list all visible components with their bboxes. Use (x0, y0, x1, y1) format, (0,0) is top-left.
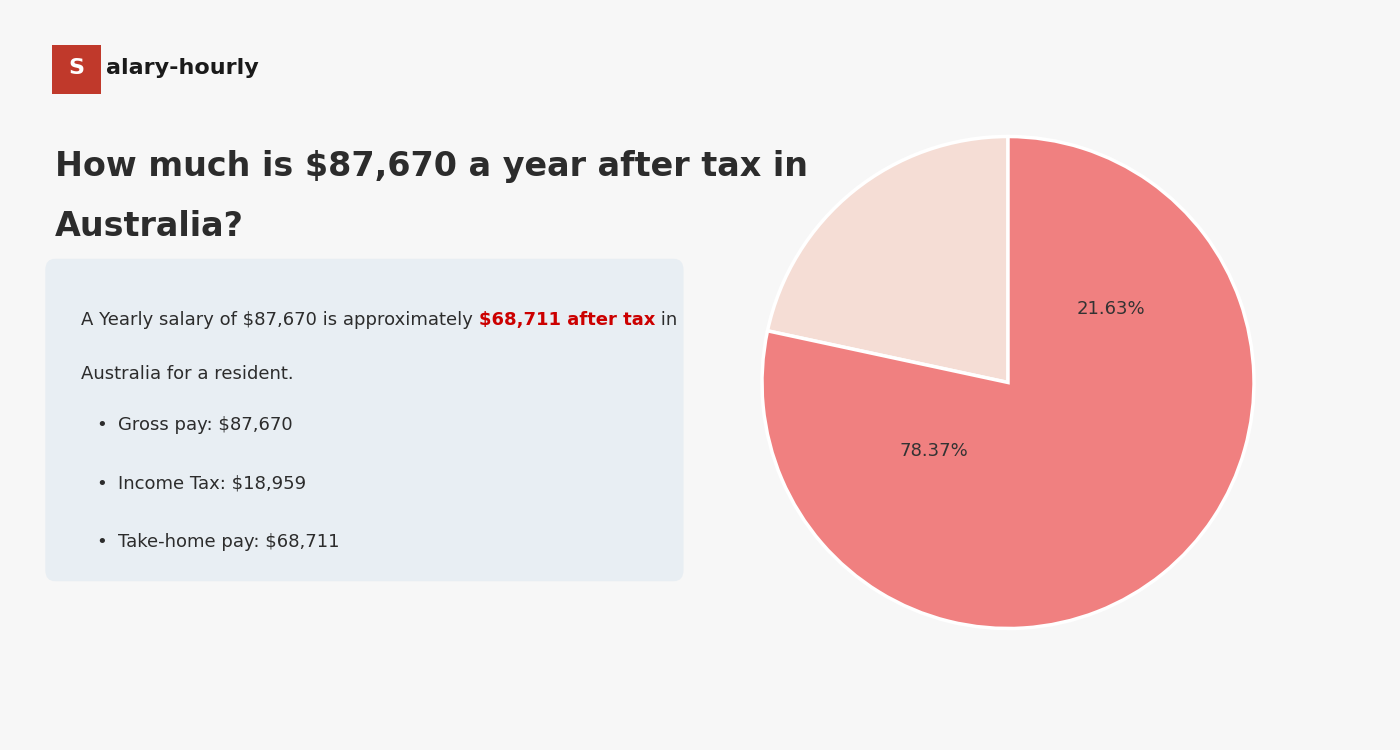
Wedge shape (762, 136, 1254, 628)
FancyBboxPatch shape (45, 259, 683, 581)
Text: •: • (95, 533, 106, 551)
Text: Gross pay: $87,670: Gross pay: $87,670 (118, 416, 293, 434)
FancyBboxPatch shape (52, 45, 101, 94)
Text: A Yearly salary of $87,670 is approximately: A Yearly salary of $87,670 is approximat… (81, 311, 479, 329)
Text: Take-home pay: $68,711: Take-home pay: $68,711 (118, 533, 339, 551)
Text: Income Tax: $18,959: Income Tax: $18,959 (118, 475, 305, 493)
Legend: Income Tax, Take-home Pay: Income Tax, Take-home Pay (871, 0, 1207, 4)
Text: $68,711 after tax: $68,711 after tax (479, 311, 655, 329)
Text: •: • (95, 416, 106, 434)
Text: •: • (95, 475, 106, 493)
Text: Australia for a resident.: Australia for a resident. (81, 365, 294, 383)
Text: S: S (69, 58, 85, 77)
Text: Australia?: Australia? (55, 210, 244, 243)
Wedge shape (767, 136, 1008, 382)
Text: alary-hourly: alary-hourly (106, 58, 259, 77)
Text: How much is $87,670 a year after tax in: How much is $87,670 a year after tax in (55, 150, 808, 183)
Text: 21.63%: 21.63% (1077, 300, 1145, 318)
Text: in: in (655, 311, 678, 329)
Text: 78.37%: 78.37% (900, 442, 969, 460)
